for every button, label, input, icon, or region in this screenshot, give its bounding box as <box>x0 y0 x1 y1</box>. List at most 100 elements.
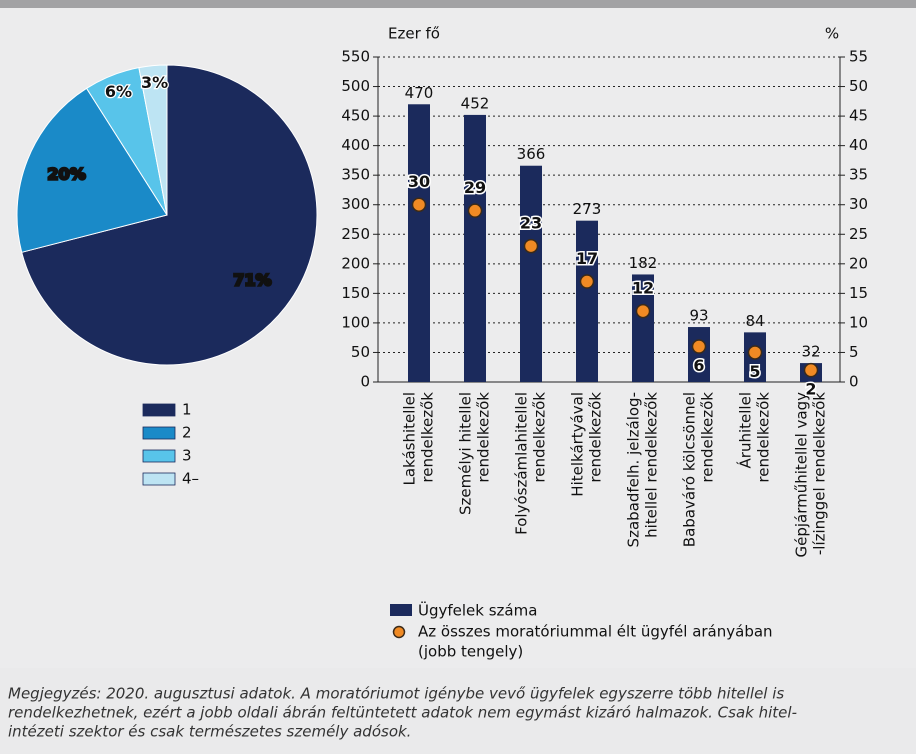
bar <box>464 114 486 382</box>
pie-label: 20% <box>47 165 85 184</box>
y2-tick-label: 20 <box>849 254 868 272</box>
y-tick-label: 0 <box>360 373 370 391</box>
y-tick-label: 150 <box>341 284 370 302</box>
bar-value-label: 93 <box>689 307 708 325</box>
dot-value-label: 2 <box>805 380 816 399</box>
x-tick-label-line: Lakáshitellel <box>401 392 419 486</box>
bar-value-label: 470 <box>405 84 434 102</box>
legend-swatch <box>142 472 176 486</box>
dot-value-label: 12 <box>632 279 654 298</box>
dot <box>523 238 539 254</box>
pie-slice <box>21 64 318 366</box>
dot <box>411 197 427 212</box>
pie-label: 3% <box>141 73 168 92</box>
x-tick-label-line: rendelkezők <box>475 392 493 483</box>
legend-label: 2 <box>182 424 192 442</box>
dot-value-label: 29 <box>464 178 486 197</box>
y2-tick-label: 30 <box>849 195 868 213</box>
bar <box>520 165 542 382</box>
y-tick-label: 100 <box>341 313 370 331</box>
y2-tick-label: 50 <box>849 77 868 95</box>
legend-label: 4– <box>182 470 199 488</box>
x-tick-label-line: Áruhitellel <box>736 392 755 468</box>
y-tick-label: 400 <box>341 136 370 154</box>
y2-tick-label: 25 <box>849 225 868 243</box>
legend-swatch <box>390 604 412 616</box>
x-tick-label: Lakáshitellel rendelkezők <box>401 392 437 486</box>
legend-label: 1 <box>182 401 192 419</box>
bar-value-label: 366 <box>517 145 546 163</box>
x-tick-label-line: Babaváró kölcsönnel <box>681 392 699 547</box>
bar <box>632 274 654 382</box>
pie-label: 71% <box>233 271 271 290</box>
note: rendelkezhetnek, ezért a jobb oldali ábr… <box>8 704 797 722</box>
dot <box>803 362 819 378</box>
dot-value-label: 30 <box>408 172 430 191</box>
y2-tick-label: 15 <box>849 284 868 302</box>
legend-dot <box>392 625 406 639</box>
dot-value-label: 17 <box>576 249 598 268</box>
x-tick-label: Szabadfelh. jelzálog-hitellel rendelkező… <box>625 392 661 548</box>
x-tick-label-line: rendelkezők <box>419 392 437 483</box>
top-bar <box>0 0 916 8</box>
y-tick-label: 250 <box>341 225 370 243</box>
x-tick-label-line: Gépjárműhitellel vagy <box>793 392 811 558</box>
x-tick-label: Folyószámlahitellel rendelkezők <box>513 392 549 535</box>
y-tick-label: 50 <box>351 343 370 361</box>
y-tick-label: 300 <box>341 195 370 213</box>
y2-axis-title: % <box>825 25 839 43</box>
dot-value-label: 6 <box>693 356 704 375</box>
pie-label: 6% <box>105 82 132 101</box>
x-tick-label-line: rendelkezők <box>587 392 605 483</box>
bar-value-label: 273 <box>573 200 602 218</box>
bar <box>576 220 598 382</box>
note: Megjegyzés: 2020. augusztusi adatok. A m… <box>8 685 784 703</box>
dot <box>691 339 707 354</box>
dot <box>579 274 595 289</box>
y-tick-label: 550 <box>341 48 370 66</box>
y-tick-label: 500 <box>341 77 370 95</box>
y2-tick-label: 35 <box>849 166 868 184</box>
dot <box>467 203 483 218</box>
bar-value-label: 84 <box>745 312 764 330</box>
legend-label: Ügyfelek száma <box>418 601 537 620</box>
x-tick-label-line: Személyi hitellel <box>457 392 475 515</box>
y2-tick-label: 55 <box>849 48 868 66</box>
y2-tick-label: 45 <box>849 107 868 125</box>
bar-value-label: 182 <box>629 254 658 272</box>
legend-swatch <box>142 403 176 417</box>
bar-value-label: 452 <box>461 94 490 112</box>
y-tick-label: 350 <box>341 166 370 184</box>
x-tick-label-line: -lízinggel rendelkezők <box>811 392 829 555</box>
dot-value-label: 5 <box>749 362 760 381</box>
x-tick-label-line: Hitelkártyával <box>569 392 587 497</box>
bar <box>408 104 430 382</box>
x-tick-label: Gépjárműhitellel vagy -lízinggel rendelke… <box>793 392 829 558</box>
legend-label: (jobb tengely) <box>418 643 523 661</box>
y-tick-label: 200 <box>341 254 370 272</box>
x-tick-label-line: hitellel rendelkezők <box>643 392 661 538</box>
legend-swatch <box>142 449 176 463</box>
x-tick-label-line: rendelkezők <box>755 392 773 483</box>
legend-label: 3 <box>182 447 192 465</box>
x-tick-label: Személyi hitellel rendelkezők <box>457 392 493 515</box>
x-tick-label: Babaváró kölcsönnel rendelkezők <box>681 392 717 548</box>
pie-slice <box>16 87 168 253</box>
y2-tick-label: 5 <box>849 343 859 361</box>
legend-label: Az összes moratóriummal élt ügyfél arány… <box>418 623 773 641</box>
dot-value-label: 23 <box>520 214 542 233</box>
x-tick-label-line: rendelkezők <box>699 392 717 483</box>
x-tick-label-line: Folyószámlahitellel <box>513 392 531 535</box>
x-tick-label: Hitelkártyával rendelkezők <box>569 392 605 497</box>
x-tick-label-line: rendelkezők <box>531 392 549 483</box>
dot <box>747 345 763 360</box>
y2-tick-label: 10 <box>849 313 868 331</box>
bar-value-label: 32 <box>801 343 820 361</box>
pie-slice <box>138 64 168 216</box>
bar <box>688 327 710 382</box>
x-tick-label-line: Szabadfelh. jelzálog- <box>625 392 643 547</box>
x-tick-label: Áruhitellel rendelkezők <box>736 392 773 483</box>
legend-swatch <box>142 426 176 440</box>
